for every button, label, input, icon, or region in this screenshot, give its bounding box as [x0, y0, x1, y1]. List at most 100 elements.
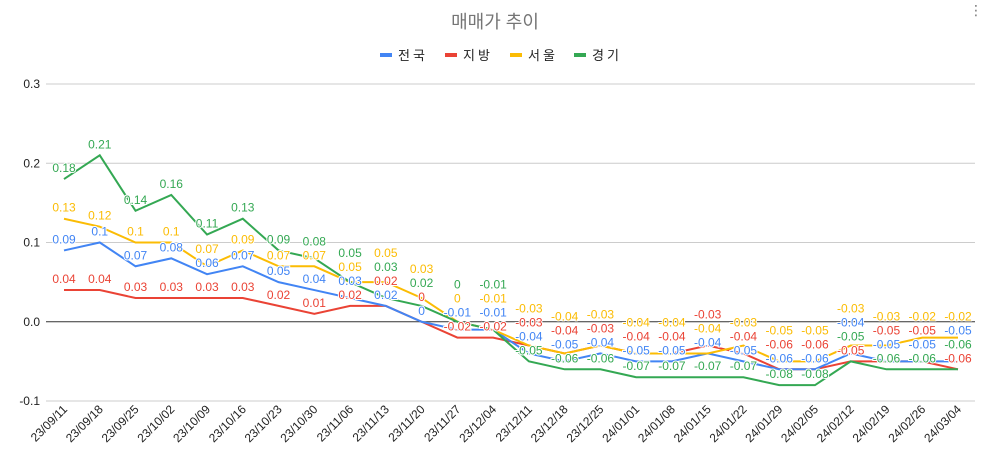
data-label: -0.01 [444, 306, 472, 320]
data-label: -0.05 [730, 343, 758, 357]
data-label: 0.02 [267, 288, 291, 302]
data-label: 0.02 [374, 288, 398, 302]
data-label: 0.02 [374, 274, 398, 288]
data-label: -0.07 [622, 359, 650, 373]
data-label: -0.04 [658, 329, 686, 343]
x-tick-label: 23/10/30 [278, 402, 321, 445]
data-label: -0.03 [587, 307, 615, 321]
data-label: -0.05 [766, 323, 794, 337]
data-label: -0.04 [515, 329, 543, 343]
x-tick-label: 24/03/04 [921, 402, 964, 445]
data-label: -0.02 [444, 320, 472, 334]
data-label: -0.02 [909, 309, 937, 323]
series-line [63, 217, 958, 363]
x-tick-label: 24/02/05 [778, 402, 821, 445]
data-label: -0.05 [801, 323, 829, 337]
data-label: -0.04 [694, 321, 722, 335]
legend-label[interactable]: 전국 [398, 48, 428, 63]
data-label: 0.1 [91, 225, 108, 239]
data-label: 0.21 [88, 137, 112, 151]
data-label: 0.05 [338, 260, 362, 274]
x-tick-label: 23/09/11 [28, 402, 71, 445]
x-tick-label: 24/02/26 [885, 402, 928, 445]
data-label: -0.05 [658, 343, 686, 357]
x-tick-label: 23/11/27 [421, 402, 464, 445]
data-label: 0.08 [160, 240, 184, 254]
x-tick-label: 24/01/15 [671, 402, 714, 445]
data-label: -0.01 [479, 292, 507, 306]
data-label: 0.14 [124, 193, 148, 207]
series-line [63, 153, 958, 387]
x-tick-label: 23/11/13 [350, 402, 393, 445]
data-label: -0.05 [837, 343, 865, 357]
x-tick-label: 23/12/18 [528, 402, 571, 445]
x-tick-label: 23/10/09 [170, 402, 213, 445]
data-label: -0.05 [909, 337, 937, 351]
data-label: 0.07 [124, 248, 148, 262]
data-label: 0.03 [338, 274, 362, 288]
x-tick-label: 23/10/16 [206, 402, 249, 445]
data-label: 0.03 [195, 280, 219, 294]
data-label: -0.06 [766, 351, 794, 365]
data-label: -0.06 [909, 351, 937, 365]
data-label: -0.03 [587, 321, 615, 335]
data-label: -0.07 [730, 359, 758, 373]
x-tick-label: 23/11/20 [385, 402, 428, 445]
data-label: -0.04 [622, 315, 650, 329]
x-tick-label: 23/10/02 [134, 402, 177, 445]
data-labels: 0.040.090.130.180.040.10.120.210.030.070… [51, 136, 973, 382]
data-label: 0.18 [52, 161, 76, 175]
data-label: -0.06 [944, 337, 972, 351]
data-label: -0.08 [801, 367, 829, 381]
chart-title: 매매가 추이 [451, 12, 539, 32]
data-label: -0.03 [515, 315, 543, 329]
series-lines [63, 153, 959, 387]
x-tick-label: 24/01/22 [707, 402, 750, 445]
data-label: -0.04 [837, 315, 865, 329]
data-label: -0.06 [944, 351, 972, 365]
data-label: -0.01 [479, 306, 507, 320]
data-label: -0.06 [801, 337, 829, 351]
data-label: -0.04 [587, 335, 615, 349]
data-label: 0.07 [303, 248, 327, 262]
data-label: 0.04 [303, 272, 327, 286]
data-label: -0.04 [730, 329, 758, 343]
data-label: 0.01 [303, 296, 327, 310]
legend: 전국 지방 서울 경기 [380, 48, 622, 63]
data-label: 0 [454, 278, 461, 292]
data-label: 0.04 [88, 272, 112, 286]
data-label: 0.05 [374, 246, 398, 260]
data-label: 0.03 [231, 280, 255, 294]
x-tick-label: 24/01/08 [635, 402, 678, 445]
legend-label[interactable]: 경기 [592, 48, 622, 63]
legend-label[interactable]: 지방 [463, 48, 493, 63]
more-options-icon[interactable]: ⋮ [969, 2, 983, 18]
data-label: -0.06 [801, 351, 829, 365]
x-axis: 23/09/1123/09/1823/09/2523/10/0223/10/09… [28, 402, 965, 445]
x-tick-label: 24/01/01 [599, 402, 642, 445]
data-label: 0.05 [267, 264, 291, 278]
legend-label[interactable]: 서울 [528, 48, 558, 63]
data-label: 0.13 [231, 201, 255, 215]
x-tick-label: 24/02/19 [850, 402, 893, 445]
data-label: 0.05 [338, 246, 362, 260]
y-tick-label: 0.1 [23, 236, 40, 250]
data-label: 0.1 [127, 225, 144, 239]
data-label: -0.05 [622, 343, 650, 357]
data-label: -0.06 [766, 337, 794, 351]
data-label: 0.02 [410, 276, 434, 290]
x-tick-label: 23/12/04 [456, 402, 499, 445]
y-tick-label: -0.1 [19, 394, 40, 408]
data-label: -0.05 [837, 329, 865, 343]
data-label: -0.06 [873, 351, 901, 365]
data-label: 0.12 [88, 209, 112, 223]
data-label: 0.02 [338, 288, 362, 302]
data-label: 0.13 [52, 201, 76, 215]
data-label: -0.06 [587, 351, 615, 365]
data-label: -0.03 [694, 307, 722, 321]
series-line [63, 241, 958, 371]
data-label: -0.05 [909, 323, 937, 337]
data-label: -0.04 [622, 329, 650, 343]
x-tick-label: 23/12/11 [493, 402, 536, 445]
